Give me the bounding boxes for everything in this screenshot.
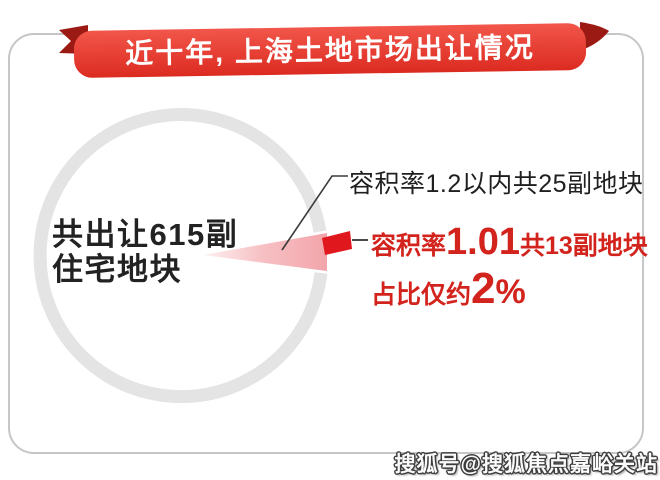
donut-center-line1: 共出让615副	[52, 217, 239, 252]
far101-suffix: 共13副地块	[519, 232, 648, 260]
percent-sign: %	[495, 273, 526, 311]
share-prefix: 占比仅约	[371, 281, 472, 309]
highlight-marker	[322, 231, 352, 255]
far101-value: 1.01	[446, 221, 520, 263]
share-label: 占比仅约2%	[371, 267, 648, 311]
callout-far101-line1: 容积率1.01共13副地块	[371, 223, 648, 261]
highlight-wedge	[203, 233, 327, 271]
callout-label-far101: 容积率1.01共13副地块 占比仅约2%	[371, 223, 648, 311]
share-value: 2	[471, 264, 496, 313]
watermark: 搜狐号@搜狐焦点嘉峪关站	[394, 453, 658, 476]
far101-prefix: 容积率	[371, 232, 447, 260]
donut-center-line2: 住宅地块	[52, 252, 182, 287]
ribbon-right-fold-icon	[580, 22, 609, 51]
callout-line-25	[281, 175, 348, 251]
ribbon-banner	[73, 23, 587, 78]
callout-label-far12: 容积率1.2以内共25副地块	[349, 170, 644, 198]
donut-center-label: 共出让615副 住宅地块	[52, 217, 238, 287]
donut-ring	[33, 108, 328, 404]
page-title: 近十年, 上海土地市场出让情况	[125, 31, 536, 70]
